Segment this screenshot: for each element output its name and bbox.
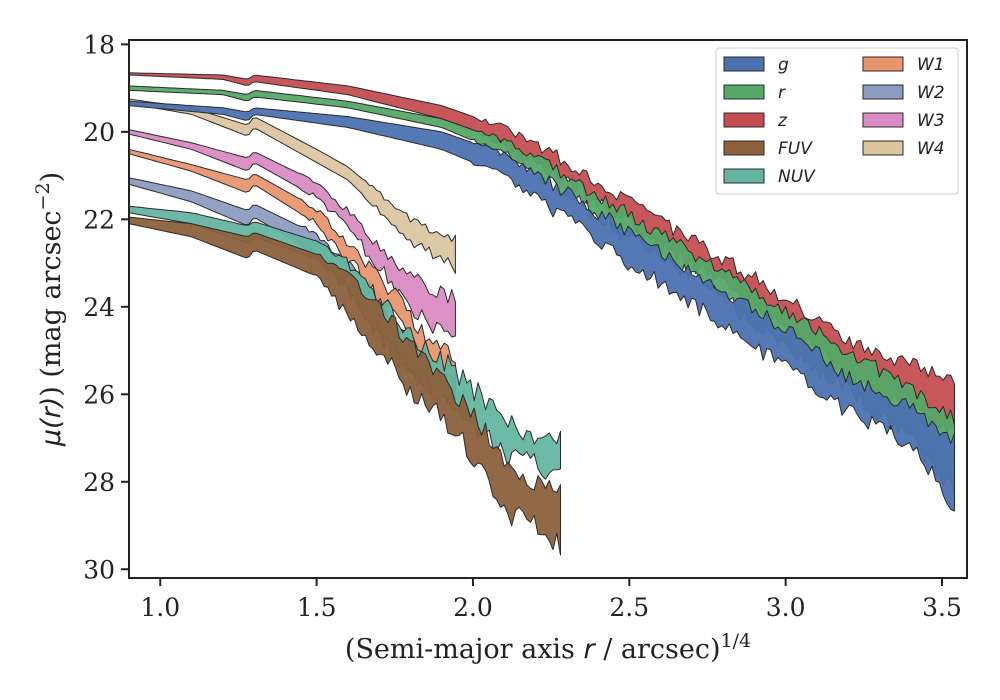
legend-swatch-r	[723, 84, 765, 100]
y-tick-label: 28	[83, 468, 115, 497]
legend-swatch-g	[723, 56, 765, 72]
y-tick-label: 24	[83, 293, 115, 322]
legend-label-r: r	[778, 83, 786, 103]
y-axis-label: μ(r)) (mag arcsec−2)	[32, 172, 67, 447]
legend-label-z: z	[777, 111, 788, 131]
legend-label-w1: W1	[917, 55, 945, 75]
legend-swatch-w2	[862, 84, 904, 100]
series-band-g	[128, 100, 955, 512]
legend-swatch-nuv	[723, 168, 765, 184]
x-tick-label: 3.0	[766, 593, 806, 622]
x-axis-label: (Semi-major axis r / arcsec)1/4	[345, 630, 751, 665]
legend-swatch-w4	[862, 140, 904, 156]
y-tick-label: 26	[83, 380, 115, 409]
y-tick-label: 20	[83, 118, 115, 147]
legend-swatch-w1	[862, 56, 904, 72]
series-layer	[128, 72, 955, 556]
series-band-w4	[128, 98, 456, 274]
legend-label-w4: W4	[917, 139, 945, 159]
y-tick-label: 30	[83, 555, 115, 584]
series-band-w3	[128, 129, 456, 338]
legend-label-w3: W3	[917, 111, 945, 131]
legend-label-nuv: NUV	[778, 167, 816, 187]
legend-label-w2: W2	[917, 83, 945, 103]
legend-label-fuv: FUV	[778, 139, 813, 159]
y-tick-label: 18	[83, 30, 115, 59]
series-band-fuv	[128, 216, 561, 556]
x-tick-label: 3.5	[922, 593, 962, 622]
x-axis-ticks: 1.0 1.5 2.0 2.5 3.0 3.5	[140, 578, 962, 622]
x-tick-label: 1.0	[140, 593, 180, 622]
x-tick-label: 2.5	[609, 593, 649, 622]
legend: grz FUV NUV W1 W2 W3 W4	[715, 47, 959, 195]
legend-swatch-w3	[862, 112, 904, 128]
y-axis-ticks: 18 20 22 24 26 28 30	[83, 30, 129, 584]
x-tick-label: 2.0	[453, 593, 493, 622]
legend-swatch-z	[723, 112, 765, 128]
legend-swatch-fuv	[723, 140, 765, 156]
plot-frame	[128, 39, 968, 579]
x-tick-label: 1.5	[297, 593, 337, 622]
legend-items: grz FUV NUV W1 W2 W3 W4	[723, 55, 945, 187]
legend-label-g: g	[778, 55, 789, 75]
y-tick-label: 22	[83, 205, 115, 234]
